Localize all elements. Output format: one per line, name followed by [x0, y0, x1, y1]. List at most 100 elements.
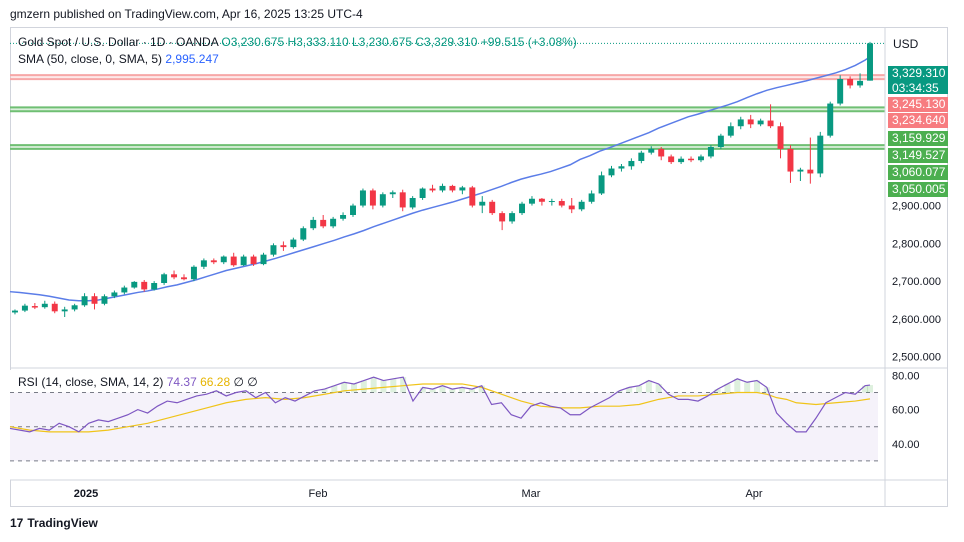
- candle-body: [568, 205, 575, 210]
- rsi-pane-bg: [10, 370, 878, 480]
- countdown-timer: 03:34:35: [892, 81, 939, 95]
- candle-body: [797, 169, 804, 172]
- candle-body: [91, 296, 98, 304]
- candle-body: [558, 201, 565, 206]
- candle-body: [538, 198, 545, 202]
- candle-body: [867, 43, 873, 81]
- time-axis-tick: 2025: [74, 488, 98, 500]
- candle-body: [807, 169, 814, 174]
- candle-body: [698, 156, 704, 161]
- ohlc-values: O3,230.675 H3,333.110 L3,230.675 C3,329.…: [221, 35, 577, 49]
- price-tag: 3,060.077: [888, 165, 948, 180]
- candle-body: [787, 148, 794, 172]
- candle-body: [260, 254, 267, 265]
- candle-body: [489, 201, 496, 214]
- rsi-sma-line: [9, 383, 871, 433]
- candle-body: [678, 158, 685, 163]
- rsi-value: 74.37: [166, 375, 197, 389]
- symbol-title[interactable]: Gold Spot / U.S. Dollar · 1D · OANDA: [18, 35, 219, 49]
- candle-body: [449, 185, 456, 191]
- support-zone-upper-band: [10, 107, 885, 112]
- candle-body: [330, 218, 337, 227]
- time-axis: 2025 Feb Mar Apr: [74, 488, 763, 500]
- resistance-zone-band: [10, 75, 885, 80]
- candle-body: [668, 156, 675, 163]
- candle-body: [270, 245, 277, 255]
- currency-selector[interactable]: USD: [893, 37, 919, 51]
- price-axis-tick: 2,800.000: [892, 238, 941, 250]
- candle-body: [847, 79, 854, 86]
- tradingview-logo-text: TradingView: [27, 516, 98, 530]
- candle-body: [757, 120, 764, 125]
- candle-body: [21, 305, 28, 311]
- candle-body: [578, 201, 585, 210]
- sma-50-line: [9, 56, 871, 302]
- price-tag: 3,234.640: [888, 113, 948, 128]
- candle-body: [429, 188, 436, 191]
- candle-body: [240, 256, 247, 266]
- candle-body: [250, 256, 257, 265]
- candle-body: [350, 205, 356, 215]
- candle-body: [71, 305, 78, 310]
- candle-body: [61, 309, 68, 312]
- horizontal-levels: [10, 42, 885, 150]
- publish-attribution: gmzern published on TradingView.com, Apr…: [10, 7, 363, 21]
- candle-body: [81, 296, 88, 306]
- candle-body: [181, 277, 187, 280]
- candle-body: [459, 187, 466, 191]
- rsi-line: [9, 376, 871, 433]
- candle-body: [51, 303, 58, 312]
- candle-body: [469, 187, 476, 206]
- candle-body: [190, 266, 197, 280]
- tradingview-logo[interactable]: 17 TradingView: [10, 516, 98, 530]
- chart-frame: [10, 27, 948, 507]
- candle-body: [658, 148, 665, 157]
- rsi-legend: RSI (14, close, SMA, 14, 2) 74.37 66.28 …: [18, 375, 258, 389]
- sma-indicator-value: 2,995.247: [165, 52, 219, 66]
- candle-body: [827, 103, 834, 136]
- candle-body: [837, 79, 844, 104]
- candle-body: [200, 260, 207, 267]
- candle-body: [310, 219, 317, 229]
- price-axis: 2,500.000 2,600.000 2,700.000 2,800.000 2,90…: [892, 201, 941, 364]
- candle-body: [320, 219, 327, 227]
- candle-body: [121, 287, 128, 293]
- price-tag: 3,159.929: [888, 131, 948, 146]
- candle-body: [648, 148, 655, 153]
- time-axis-tick: Mar: [522, 488, 541, 500]
- price-tag: 3,245.130: [888, 97, 948, 112]
- time-axis-tick: Apr: [745, 488, 762, 500]
- price-axis-tick: 2,900.000: [892, 201, 941, 213]
- candle-body: [409, 198, 416, 208]
- candle-body: [171, 274, 178, 278]
- price-axis-tick: 2,600.000: [892, 314, 941, 326]
- price-axis-tick: 2,700.000: [892, 276, 941, 288]
- candle-body: [111, 292, 118, 297]
- rsi-sma-value: 66.28: [200, 375, 231, 389]
- sma-indicator-label[interactable]: SMA (50, close, 0, SMA, 5): [18, 52, 163, 66]
- price-tag: 3,329.310 03:34:35: [888, 66, 948, 95]
- candle-body: [499, 213, 506, 222]
- candle-body: [359, 190, 366, 206]
- candle-body: [727, 126, 734, 136]
- rsi-indicator-label[interactable]: RSI (14, close, SMA, 14, 2): [18, 375, 164, 389]
- candle-body: [638, 152, 645, 161]
- candle-body: [618, 166, 625, 169]
- candle-body: [479, 201, 486, 206]
- price-axis-tick: 2,500.000: [892, 352, 941, 364]
- candle-body: [519, 203, 526, 214]
- candle-body: [767, 120, 774, 127]
- price-tag: 3,050.005: [888, 182, 948, 197]
- candle-body: [399, 192, 406, 208]
- rsi-axis-tick: 80.00: [892, 370, 920, 382]
- candle-body: [857, 80, 864, 86]
- chart-legend: Gold Spot / U.S. Dollar · 1D · OANDA O3,…: [18, 34, 577, 68]
- candle-body: [300, 228, 307, 240]
- candle-body: [210, 260, 217, 263]
- candle-body: [777, 126, 784, 149]
- candle-body: [220, 256, 227, 263]
- candle-body: [588, 193, 595, 202]
- candle-body: [369, 190, 376, 206]
- rsi-extra-values: ∅ ∅: [233, 375, 258, 389]
